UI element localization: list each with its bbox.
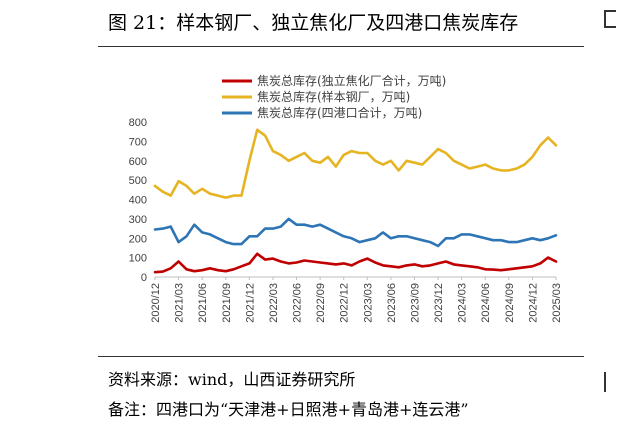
y-tick-label: 500: [129, 175, 147, 187]
series-line-1: [153, 252, 558, 274]
x-tick-label: 2022/03: [268, 283, 280, 323]
x-tick-label: 2022/12: [339, 283, 351, 323]
legend-label-2: 焦炭总库存(样本钢厂，万吨): [257, 89, 410, 104]
y-tick-label: 700: [129, 136, 147, 148]
y-tick-label: 100: [129, 253, 147, 265]
chart-axes: 0 100 200 300 400 500 600 700 800 2020/12 2021/03 2…: [129, 117, 563, 323]
figure-title: 图 21：样本钢厂、独立焦化厂及四港口焦炭库存: [108, 12, 519, 34]
legend-label-1: 焦炭总库存(独立焦化厂合计，万吨): [257, 73, 446, 88]
y-tick-label: 200: [129, 233, 147, 245]
title-rule: [98, 46, 584, 47]
series-line-2: [153, 128, 558, 199]
x-tick-label: 2024/06: [480, 283, 492, 323]
x-tick-label: 2021/03: [174, 283, 186, 323]
y-tick-label: 600: [129, 156, 147, 168]
x-tick-label: 2022/06: [292, 283, 304, 323]
x-tick-label: 2024/12: [527, 283, 539, 323]
x-tick-label: 2024/09: [504, 283, 516, 323]
x-tick-label: 2023/09: [409, 283, 421, 323]
x-tick-label: 2021/06: [197, 283, 209, 323]
source-note: 资料来源：wind，山西证券研究所: [108, 370, 356, 389]
chart-series: [153, 128, 558, 274]
y-tick-label: 0: [141, 272, 147, 284]
y-tick-label: 800: [129, 117, 147, 129]
x-tick-label: 2023/12: [433, 283, 445, 323]
adjacent-figure-edge-bottom: [604, 372, 616, 392]
chart-legend: 焦炭总库存(独立焦化厂合计，万吨)焦炭总库存(样本钢厂，万吨)焦炭总库存(四港口…: [222, 73, 446, 120]
x-tick-label: 2021/09: [221, 283, 233, 323]
adjacent-figure-edge: [604, 10, 616, 28]
series-line-3: [153, 217, 558, 248]
legend-label-3: 焦炭总库存(四港口合计，万吨): [257, 105, 422, 120]
x-tick-label: 2020/12: [150, 283, 162, 323]
x-tick-label: 2023/06: [386, 283, 398, 323]
source-rule: [98, 356, 584, 357]
x-tick-label: 2021/12: [244, 283, 256, 323]
x-tick-label: 2025/03: [551, 283, 563, 323]
x-tick-label: 2023/03: [362, 283, 374, 323]
x-tick-label: 2022/09: [315, 283, 327, 323]
x-tick-label: 2024/03: [457, 283, 469, 323]
y-tick-label: 300: [129, 214, 147, 226]
y-tick-label: 400: [129, 195, 147, 207]
footnote: 备注：四港口为“天津港+日照港+青岛港+连云港”: [108, 400, 469, 419]
